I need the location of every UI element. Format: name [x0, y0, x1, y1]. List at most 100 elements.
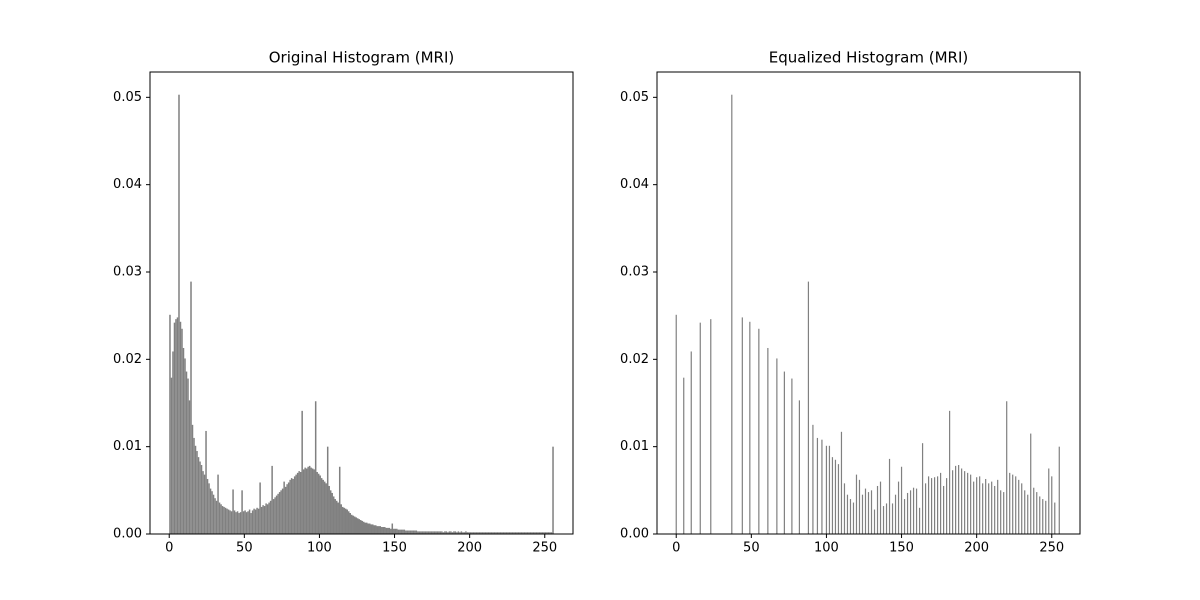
y-tick-label: 0.03 [113, 264, 142, 279]
bar [504, 532, 506, 534]
bar [460, 531, 463, 534]
bar [523, 532, 526, 534]
bar [973, 481, 975, 534]
chart-title: Original Histogram (MRI) [269, 49, 455, 67]
bar [447, 532, 449, 534]
bar [741, 317, 743, 534]
bar [385, 527, 388, 534]
bar [454, 531, 457, 534]
bar [387, 527, 389, 534]
bar [1021, 483, 1023, 534]
bar [350, 514, 353, 534]
bar [516, 532, 518, 534]
bar [278, 492, 281, 534]
bar [296, 472, 299, 534]
axes-frame [656, 71, 1081, 535]
bar [314, 401, 317, 534]
bar [891, 503, 894, 534]
x-tick-label: 0 [165, 541, 173, 556]
bar [379, 526, 382, 534]
bar [961, 468, 963, 534]
bar [549, 532, 551, 534]
bar [248, 509, 251, 534]
bar [1045, 500, 1047, 534]
bar [265, 503, 267, 534]
bar [489, 532, 491, 534]
bar [190, 281, 192, 534]
bar [347, 511, 350, 534]
y-tick-label: 0.04 [620, 177, 649, 192]
bar [232, 489, 234, 534]
bar [346, 509, 348, 534]
bar [378, 526, 380, 534]
bar [430, 531, 433, 534]
bar [242, 511, 245, 534]
bar [227, 509, 230, 534]
bar [1033, 487, 1035, 534]
bar [997, 479, 999, 534]
bar [496, 532, 499, 534]
bar [254, 509, 257, 534]
bar [372, 524, 374, 534]
bar [710, 319, 712, 534]
bar [414, 530, 416, 534]
bar [550, 532, 553, 534]
bar [471, 532, 473, 534]
bar [292, 478, 294, 534]
bar [409, 530, 412, 534]
bar [181, 328, 183, 534]
bar [230, 511, 233, 534]
bar [1051, 476, 1053, 534]
bar [683, 377, 685, 534]
bar [182, 347, 185, 534]
y-tick-label: 0.01 [620, 439, 649, 454]
bar [370, 524, 373, 534]
bar [870, 490, 873, 534]
bar [442, 532, 445, 534]
bar [193, 437, 195, 534]
bar [173, 322, 176, 534]
bar [200, 465, 203, 534]
bar [367, 523, 370, 534]
bar [185, 371, 188, 534]
bar [758, 328, 760, 534]
bar [376, 526, 379, 534]
bar [295, 474, 297, 534]
bar [525, 532, 527, 534]
bar [299, 471, 302, 534]
chart-title: Equalized Histogram (MRI) [769, 49, 969, 67]
bar [390, 528, 392, 534]
bar [481, 532, 484, 534]
y-tick-label: 0.02 [113, 352, 142, 367]
bar [991, 481, 993, 534]
bar [505, 532, 508, 534]
bar [921, 443, 924, 534]
bar [400, 529, 403, 534]
bar [552, 446, 554, 534]
bar [305, 468, 308, 534]
bar [356, 518, 359, 534]
bar [286, 484, 288, 534]
bar [244, 510, 246, 534]
bar [212, 494, 215, 534]
bar [226, 508, 228, 534]
x-tick-label: 250 [1039, 541, 1064, 556]
bar [858, 479, 861, 534]
bar [415, 530, 418, 534]
bar [184, 358, 186, 534]
bar [197, 457, 200, 534]
bar [344, 508, 347, 534]
bar [203, 474, 206, 534]
bar [900, 466, 903, 534]
bar [271, 465, 273, 534]
bar [955, 465, 957, 534]
bar [940, 472, 942, 534]
bar [221, 506, 224, 534]
bar [495, 532, 497, 534]
bar [918, 507, 921, 534]
bar [382, 527, 385, 534]
bar [517, 532, 520, 534]
bar [397, 529, 400, 534]
bar [936, 476, 939, 534]
